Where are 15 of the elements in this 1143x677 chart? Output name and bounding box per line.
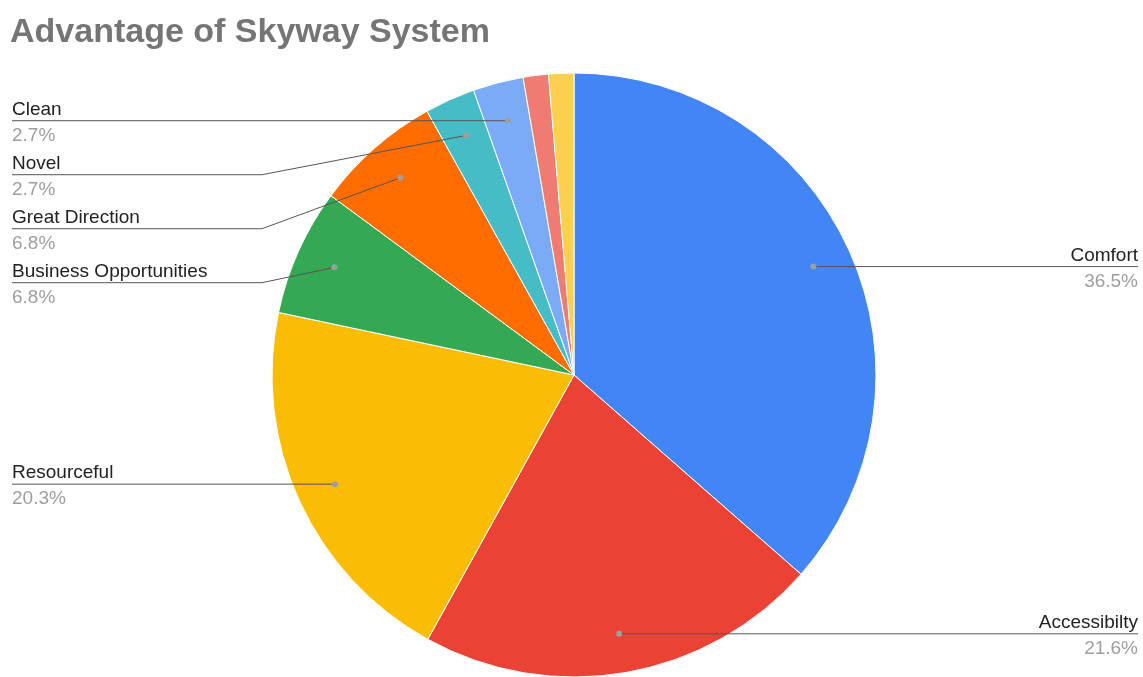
chart-title: Advantage of Skyway System	[10, 11, 490, 49]
data-label: 20.3%	[12, 487, 66, 509]
slice-label: Accessibilty	[1038, 610, 1139, 632]
data-label: 2.7%	[12, 177, 56, 199]
slice-label: Clean	[12, 97, 62, 119]
slice-label: Business Opportunities	[12, 259, 208, 281]
data-label: 21.6%	[1084, 636, 1139, 658]
data-label: 6.8%	[12, 231, 56, 253]
data-label: 36.5%	[1084, 269, 1139, 291]
slice-label: Comfort	[1070, 243, 1139, 265]
data-label: 6.8%	[12, 285, 56, 307]
data-label: 2.7%	[12, 123, 56, 145]
slice-label: Novel	[12, 151, 61, 173]
slice-label: Resourceful	[12, 461, 114, 483]
slice-label: Great Direction	[12, 205, 140, 227]
